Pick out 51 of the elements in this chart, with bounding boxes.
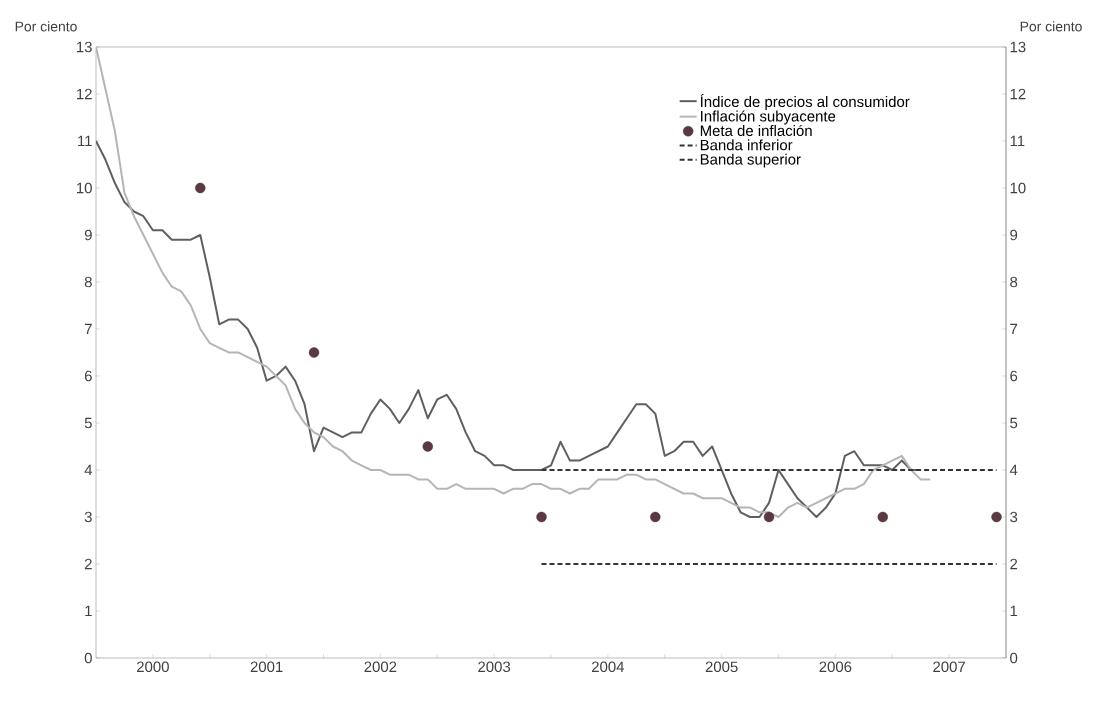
y-tick-label: 13	[77, 41, 92, 53]
y2-tick-label: 0	[1010, 652, 1018, 664]
point	[763, 511, 775, 523]
legend-label: Banda inferior	[700, 139, 793, 151]
y2-tick-label: 9	[1010, 229, 1018, 241]
x-tick-label: 2000	[137, 661, 169, 673]
y-tick-label: 12	[77, 88, 92, 100]
point	[422, 441, 433, 452]
y2-tick-label: 12	[1010, 88, 1026, 100]
y2-tick-label: 10	[1010, 182, 1026, 194]
y2-tick-label: 7	[1010, 323, 1018, 335]
y-tick-label: 5	[84, 417, 92, 429]
y-tick-label: 1	[85, 605, 92, 617]
point	[195, 182, 206, 194]
y2-tick-label: 5	[1010, 417, 1018, 429]
y2-axis-title: Por ciento	[1020, 21, 1082, 32]
y2-tick-label: 4	[1009, 464, 1018, 476]
y2-tick-label: 13	[1010, 41, 1026, 53]
y2-tick-label: 11	[1010, 135, 1025, 147]
x-tick-label: 2001	[250, 661, 283, 673]
y-tick-label: 11	[78, 135, 92, 147]
x-tick-label: 2006	[819, 661, 852, 673]
y-tick-label: 0	[84, 652, 92, 664]
point	[308, 347, 320, 358]
y2-tick-label: 8	[1010, 276, 1018, 288]
y2-tick-label: 6	[1010, 370, 1018, 382]
legend-label: Índice de precios al consumidor	[700, 93, 910, 110]
point	[991, 511, 1002, 523]
y2-tick-label: 3	[1010, 511, 1018, 523]
x-tick-label: 2007	[933, 661, 965, 673]
y-tick-label: 7	[84, 323, 92, 335]
y2-tick-label: 1	[1010, 605, 1018, 617]
point	[650, 511, 661, 523]
y-tick-label: 4	[84, 464, 93, 476]
y-tick-label: 10	[77, 182, 92, 194]
y-tick-label: 9	[84, 229, 92, 241]
x-tick-label: 2003	[478, 661, 511, 673]
y2-tick-label: 2	[1010, 558, 1018, 570]
legend-label: Meta de inflación	[700, 124, 812, 137]
point	[877, 511, 888, 523]
y-tick-label: 2	[84, 558, 92, 570]
y-tick-label: 6	[84, 370, 92, 382]
legend-label: Banda superior	[700, 153, 801, 168]
y-axis-title: Por ciento	[15, 21, 77, 32]
x-tick-label: 2005	[705, 661, 738, 673]
x-tick-label: 2004	[592, 661, 625, 673]
y-tick-label: 8	[84, 276, 92, 288]
y-tick-label: 3	[84, 511, 92, 523]
point	[536, 511, 547, 523]
x-tick-label: 2002	[364, 661, 397, 673]
legend-label: Inflación subyacente	[701, 110, 836, 125]
